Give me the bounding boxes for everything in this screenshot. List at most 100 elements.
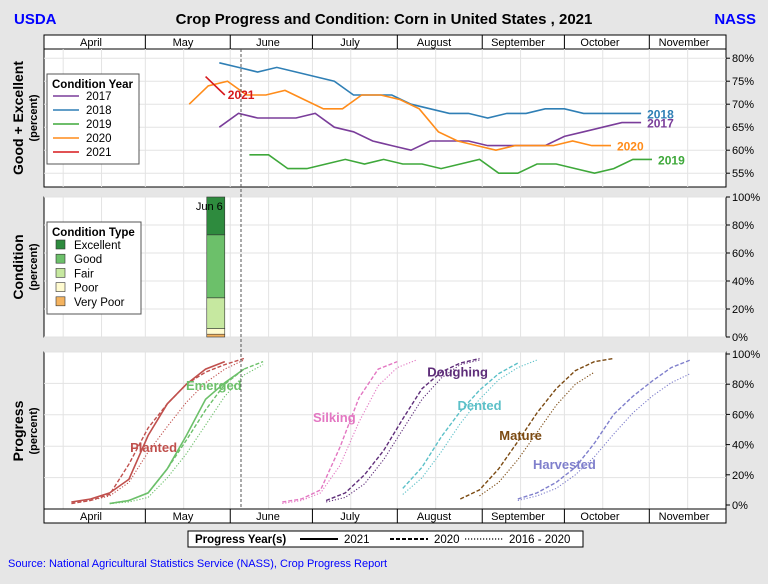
progress-line-harvested-2020	[517, 359, 691, 500]
y-tick-label: 80%	[732, 220, 754, 232]
progress-year-legend: Progress Year(s) 2021 2020 2016 - 2020	[187, 530, 584, 548]
bottom-month-july: July	[340, 511, 360, 523]
bottom-month-august: August	[417, 511, 451, 523]
bottom-month-band	[43, 508, 727, 524]
source-note: Source: National Agricultural Statistics…	[8, 558, 387, 570]
series-line-2017	[218, 112, 642, 152]
progress-line-emerged-2016-2020	[109, 364, 264, 505]
stage-label-emerged: Emerged	[186, 378, 242, 393]
stage-label-silking: Silking	[313, 410, 356, 425]
stage-label-mature: Mature	[499, 428, 542, 443]
progress-legend-label-dotted: 2016 - 2020	[509, 534, 570, 546]
series-line-2018	[219, 62, 642, 119]
series-line-2021	[205, 76, 226, 96]
top-month-april: April	[80, 37, 102, 49]
top-month-band	[43, 34, 727, 50]
y-tick-label: 70%	[732, 99, 754, 111]
y-tick-label: 75%	[732, 76, 754, 88]
top-month-november: November	[659, 37, 710, 49]
legend-swatch-excellent	[55, 239, 66, 250]
progress-line-planted-2020	[71, 357, 245, 505]
progress-line-mature-2020	[460, 357, 614, 500]
condition-segment-good	[206, 234, 226, 299]
legend-label-2019: 2019	[86, 119, 112, 131]
legend-label-good: Good	[74, 254, 102, 266]
top-month-august: August	[417, 37, 451, 49]
series-end-label-2019: 2019	[658, 153, 685, 167]
condition-year-legend-title: Condition Year	[52, 79, 133, 91]
progress-line-planted-2016-2020	[71, 359, 245, 503]
y-tick-label: 100%	[732, 192, 760, 204]
legend-label-2020: 2020	[86, 133, 112, 145]
progress-line-doughing-2020	[325, 357, 480, 502]
progress-line-doughing-2016-2020	[325, 359, 480, 503]
bottom-month-november: November	[659, 511, 710, 523]
y-tick-label: 20%	[732, 470, 754, 482]
good-excellent-ylabel-units: (percent)	[28, 94, 40, 141]
stage-label-harvested: Harvested	[533, 457, 596, 472]
y-tick-label: 0%	[732, 500, 748, 512]
bottom-month-september: September	[491, 511, 545, 523]
legend-label-2018: 2018	[86, 105, 112, 117]
y-tick-label: 60%	[732, 145, 754, 157]
condition-ylabel: Condition	[10, 234, 26, 299]
progress-year-legend-title: Progress Year(s)	[195, 534, 286, 546]
y-tick-label: 60%	[732, 248, 754, 260]
series-line-2020	[188, 80, 611, 152]
series-end-label-2018: 2018	[647, 107, 674, 121]
legend-swatch-fair	[55, 268, 66, 278]
progress-line-silking-2020	[282, 360, 398, 503]
y-tick-label: 80%	[732, 379, 754, 391]
top-month-may: May	[173, 37, 194, 49]
top-month-june: June	[256, 37, 280, 49]
progress-legend-label-dashed: 2020	[434, 534, 460, 546]
condition-plot-area	[43, 196, 727, 338]
condition-type-legend: Condition Type Excellent Good Fair Poor Very…	[46, 221, 142, 315]
good-excellent-plot-area	[43, 48, 727, 188]
y-tick-label: 0%	[732, 332, 748, 344]
condition-ylabel-units: (percent)	[28, 243, 40, 290]
stage-label-doughing: Doughing	[427, 365, 488, 380]
top-month-october: October	[580, 37, 619, 49]
legend-label-2017: 2017	[86, 91, 112, 103]
legend-swatch-very_poor	[55, 296, 66, 307]
bottom-month-axis: April May June July August September Oct…	[43, 508, 727, 524]
series-end-label-2017: 2017	[647, 117, 674, 131]
progress-ylabel: Progress	[10, 400, 26, 461]
progress-legend-label-solid: 2021	[344, 534, 370, 546]
top-month-september: September	[491, 37, 545, 49]
bottom-month-may: May	[173, 511, 194, 523]
condition-segment-fair	[206, 297, 226, 329]
stage-label-planted: Planted	[130, 440, 177, 455]
y-tick-label: 20%	[732, 304, 754, 316]
progress-line-planted-2021	[71, 360, 226, 503]
y-tick-label: 55%	[732, 168, 754, 180]
stage-label-dented: Dented	[457, 398, 501, 413]
progress-line-dented-2016-2020	[402, 359, 538, 495]
legend-swatch-poor	[55, 282, 66, 292]
legend-label-very_poor: Very Poor	[74, 297, 125, 309]
bottom-month-june: June	[256, 511, 280, 523]
progress-plot-area	[43, 351, 727, 510]
legend-swatch-good	[55, 253, 66, 264]
condition-panel: 0% 20% 40% 60% 80% 100% Jun 6 Condition (perc…	[10, 192, 760, 344]
y-tick-label: 65%	[732, 122, 754, 134]
y-tick-label: 40%	[732, 440, 754, 452]
progress-panel: 0% 20% 40% 60% 80% 100% Planted Emerged Silking…	[10, 349, 760, 512]
y-tick-label: 80%	[732, 53, 754, 65]
top-month-july: July	[340, 37, 360, 49]
condition-segment-very_poor	[206, 333, 226, 338]
condition-year-legend: Condition Year 2017 2018 2019 2020 2021	[46, 73, 140, 165]
condition-segment-poor	[206, 328, 226, 335]
chart-title: Crop Progress and Condition: Corn in Uni…	[176, 11, 593, 28]
usda-label: USDA	[14, 11, 57, 28]
condition-segment-excellent	[206, 196, 226, 236]
y-tick-label: 40%	[732, 276, 754, 288]
nass-label: NASS	[714, 11, 756, 28]
legend-label-2021: 2021	[86, 147, 112, 159]
legend-label-fair: Fair	[74, 268, 94, 280]
progress-ylabel-units: (percent)	[28, 407, 40, 454]
progress-line-harvested-2016-2020	[517, 373, 691, 502]
